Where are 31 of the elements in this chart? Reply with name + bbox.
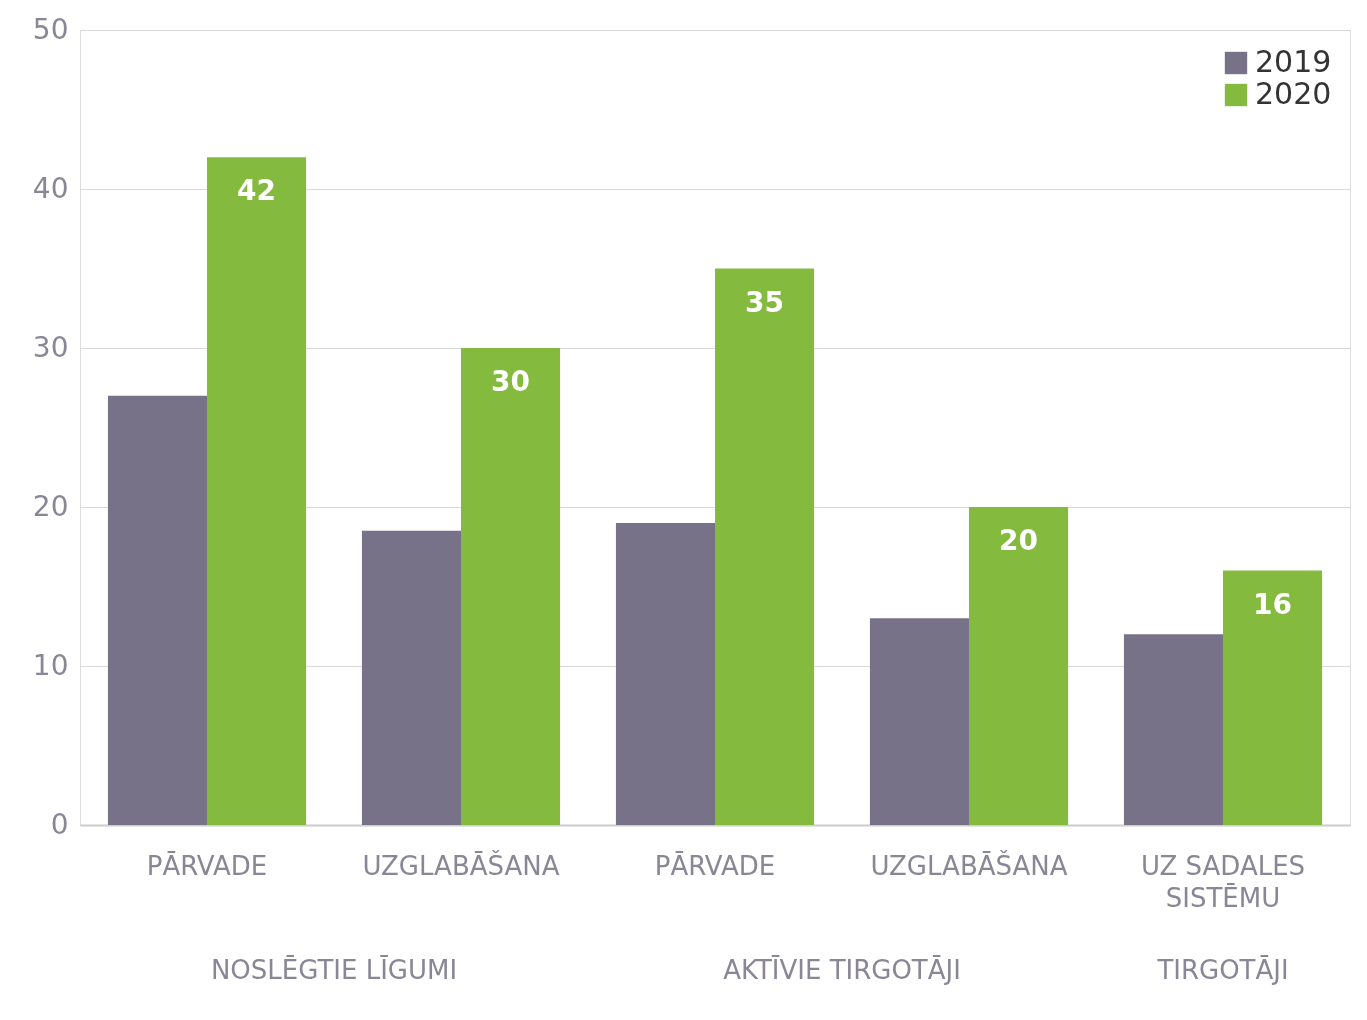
y-tick-label: 50 xyxy=(32,12,69,46)
y-tick-label: 0 xyxy=(50,807,69,841)
text: TIRGOTĀJI xyxy=(1156,955,1290,985)
bar xyxy=(207,157,307,825)
x-tick-label: PĀRVADE xyxy=(146,850,268,881)
y-tick-label: 40 xyxy=(32,171,69,205)
data-label: 35 xyxy=(745,285,785,319)
y-tick-label: 10 xyxy=(32,648,69,682)
bar xyxy=(715,268,815,825)
text: AKTĪVIE TIRGOTĀJI xyxy=(722,955,962,985)
bar xyxy=(1223,570,1323,825)
data-label: 42 xyxy=(237,174,277,208)
legend-label: 2020 xyxy=(1255,76,1332,111)
x-tick-label: UZGLABĀŠANA xyxy=(870,849,1068,881)
bar xyxy=(1123,634,1223,825)
bar xyxy=(361,530,461,825)
y-tick-label: 30 xyxy=(32,330,69,364)
x-tick-label: UZ SADALES SISTĒMU xyxy=(1140,850,1306,913)
bar xyxy=(969,507,1069,825)
data-label: 20 xyxy=(999,524,1039,557)
bar xyxy=(107,395,207,825)
data-label: 16 xyxy=(1253,587,1293,621)
bar xyxy=(615,522,715,825)
bar xyxy=(869,618,969,825)
text: NOSLĒGTIE LĪGUMI xyxy=(209,955,459,985)
bar xyxy=(461,348,561,825)
y-tick-label: 20 xyxy=(32,489,69,523)
x-tick-label: UZGLABĀŠANA xyxy=(362,849,560,881)
x-tick-label: PĀRVADE xyxy=(654,850,776,881)
data-label: 30 xyxy=(491,365,531,398)
legend-label: 2019 xyxy=(1255,44,1332,79)
